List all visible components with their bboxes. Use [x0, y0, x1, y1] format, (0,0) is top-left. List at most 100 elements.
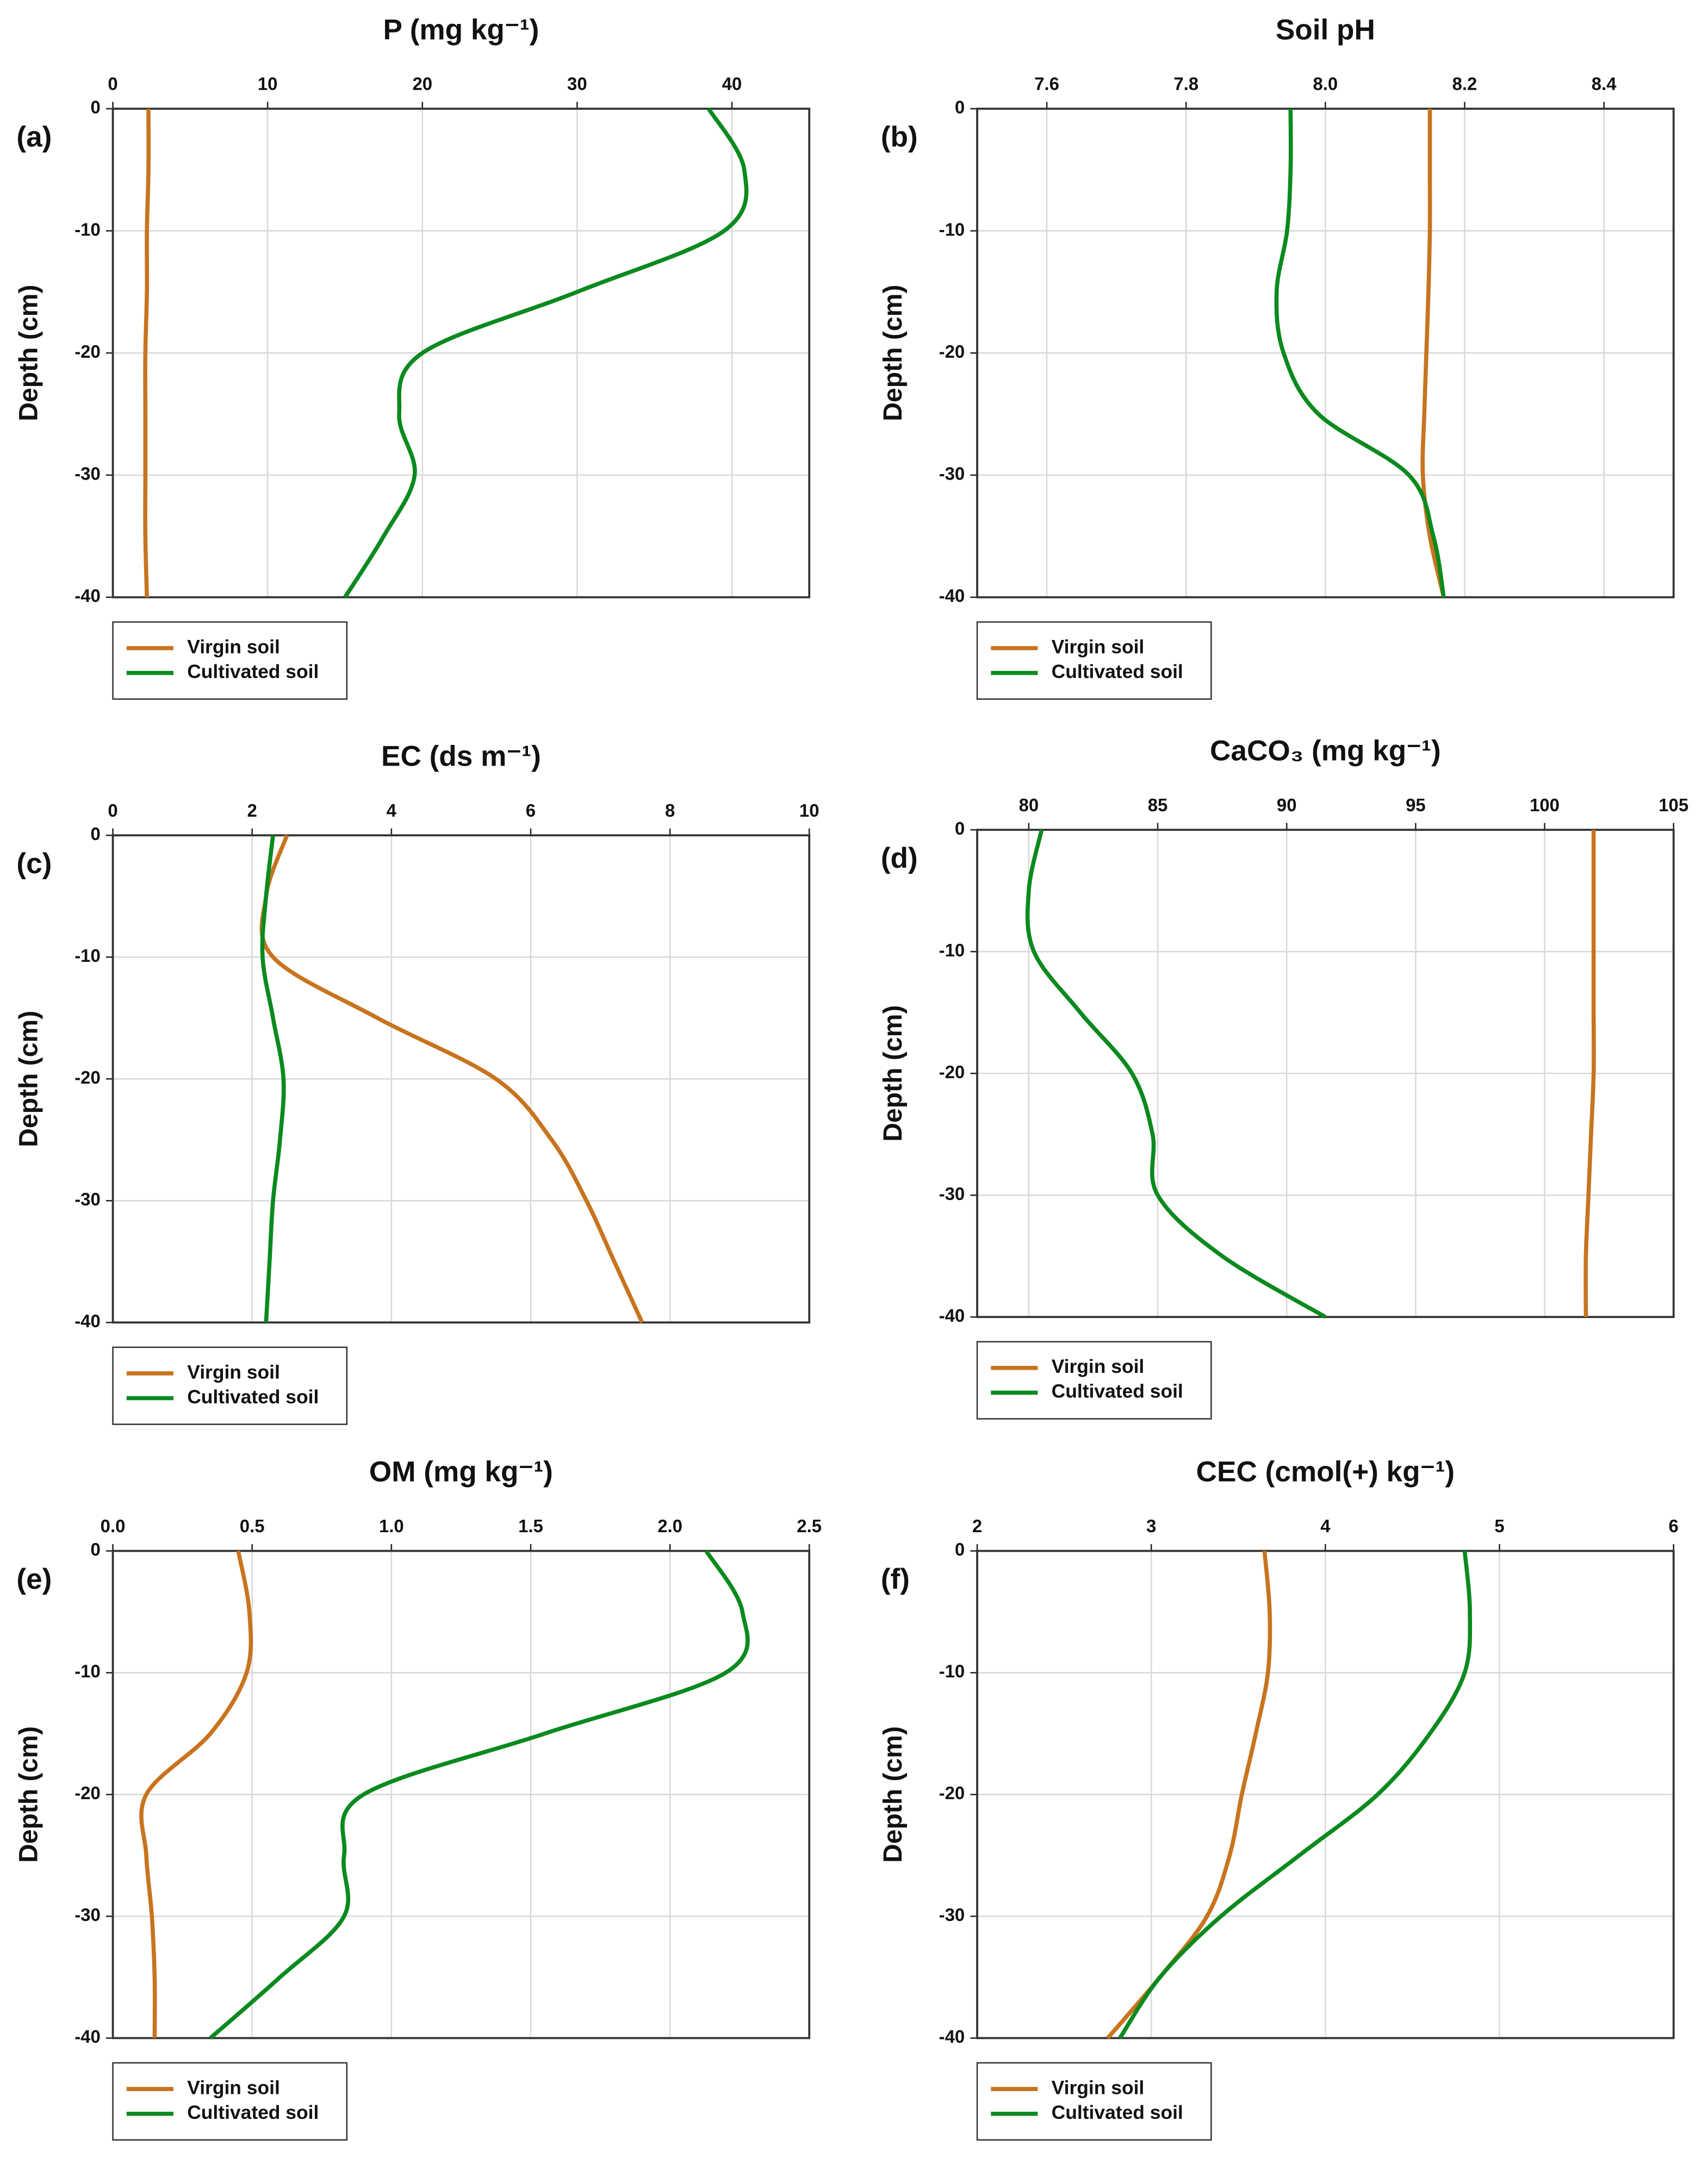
- y-tick-label: -40: [939, 586, 965, 606]
- x-tick-label: 8.2: [1452, 74, 1477, 94]
- x-tick-label: 0: [108, 74, 117, 94]
- series-line: [260, 835, 286, 1323]
- y-tick-label: -20: [939, 1783, 965, 1803]
- legend-label: Virgin soil: [1052, 1355, 1145, 1377]
- plot-frame: [111, 834, 811, 1324]
- plot-frame: [111, 1550, 811, 2039]
- legend-label: Cultivated soil: [1052, 2101, 1183, 2123]
- legend-label: Cultivated soil: [1052, 1381, 1183, 1402]
- y-tick-label: -10: [939, 1661, 965, 1681]
- y-tick-label: -30: [939, 1905, 965, 1925]
- y-tick-label: -10: [74, 1661, 101, 1681]
- x-tick-label: 8: [665, 800, 675, 820]
- x-tick-label: 0.0: [101, 1516, 126, 1536]
- panel: CEC (cmol(+) kg⁻¹) (f) Depth (cm) 2 3 4 5 6 0 -10…: [878, 1456, 1679, 2141]
- panel: CaCO₃ (mg kg⁻¹) (d) Depth (cm) 80 85 90 95 100 1…: [878, 735, 1688, 1420]
- y-axis-label: Depth (cm): [14, 1011, 43, 1147]
- y-tick-label: -30: [939, 1184, 965, 1204]
- y-tick-label: -10: [939, 940, 965, 960]
- x-tick-label: 2: [972, 1516, 982, 1536]
- y-axis-label: Depth (cm): [878, 1726, 908, 1863]
- panel: OM (mg kg⁻¹) (e) Depth (cm) 0.0 0.5 1.0 1.5 2.0…: [14, 1456, 822, 2141]
- x-tick-label: 4: [387, 800, 397, 820]
- series-line: [143, 108, 151, 598]
- y-tick-label: -10: [939, 219, 965, 239]
- chart-title: CEC (cmol(+) kg⁻¹): [1196, 1456, 1455, 1488]
- x-tick-label: 100: [1530, 795, 1560, 815]
- x-tick-label: 7.6: [1034, 74, 1059, 94]
- series-line: [209, 1550, 750, 2040]
- panel-label: (a): [16, 121, 52, 153]
- x-tick-label: 30: [567, 74, 587, 94]
- y-tick-label: -40: [939, 1305, 965, 1326]
- y-tick-label: -10: [74, 219, 101, 239]
- x-tick-label: 2: [247, 800, 257, 820]
- y-tick-label: 0: [90, 97, 100, 117]
- legend-label: Virgin soil: [1052, 636, 1145, 657]
- y-tick-label: -40: [74, 1311, 101, 1331]
- y-tick-label: 0: [955, 97, 965, 117]
- x-tick-label: 10: [799, 800, 819, 820]
- series-line: [1583, 830, 1596, 1317]
- panel-label: (b): [881, 121, 918, 153]
- x-tick-label: 105: [1659, 795, 1688, 815]
- legend-label: Virgin soil: [187, 2076, 280, 2098]
- y-tick-label: -30: [939, 464, 965, 484]
- y-tick-label: -40: [74, 2026, 101, 2047]
- y-axis-label: Depth (cm): [878, 1005, 908, 1142]
- y-axis-label: Depth (cm): [14, 1726, 43, 1863]
- chart-title: OM (mg kg⁻¹): [369, 1456, 553, 1488]
- plot-frame: [976, 1550, 1675, 2039]
- y-tick-label: 0: [955, 1539, 965, 1559]
- y-tick-label: 0: [90, 1539, 100, 1559]
- legend-box: [976, 2062, 1212, 2141]
- x-tick-label: 3: [1146, 1516, 1156, 1536]
- series-line: [139, 1550, 253, 2038]
- y-axis-label: Depth (cm): [878, 285, 908, 421]
- panel: EC (ds m⁻¹) (c) Depth (cm) 0 2 4 6 8 10 0 -10 -20 -3…: [14, 741, 819, 1425]
- y-tick-label: 0: [955, 818, 965, 838]
- panel: Soil pH (b) Depth (cm) 7.6 7.8 8.0 8.2 8.4 0 -10 -…: [878, 14, 1675, 700]
- panel-label: (d): [881, 842, 918, 874]
- y-axis-label: Depth (cm): [14, 285, 43, 421]
- panel-label: (e): [16, 1563, 52, 1595]
- x-tick-label: 10: [258, 74, 278, 94]
- x-tick-label: 0: [108, 800, 117, 820]
- series-line: [1118, 1551, 1473, 2039]
- x-tick-label: 2.0: [657, 1516, 682, 1536]
- legend-label: Cultivated soil: [187, 1386, 319, 1408]
- x-tick-label: 20: [412, 74, 432, 94]
- x-tick-label: 1.5: [518, 1516, 543, 1536]
- y-tick-label: -20: [74, 341, 101, 362]
- y-tick-label: -40: [74, 586, 101, 606]
- panel-label: (f): [881, 1563, 910, 1595]
- y-tick-label: -30: [74, 1189, 101, 1209]
- x-tick-label: 90: [1277, 795, 1297, 815]
- legend-label: Cultivated soil: [187, 661, 319, 682]
- series-line: [1025, 829, 1327, 1319]
- legend-box: [112, 2062, 348, 2141]
- x-tick-label: 40: [722, 74, 742, 94]
- panel-label: (c): [16, 848, 52, 880]
- plot-frame: [111, 108, 811, 599]
- chart-title: CaCO₃ (mg kg⁻¹): [1210, 735, 1441, 767]
- chart-title: P (mg kg⁻¹): [383, 14, 539, 46]
- x-tick-label: 7.8: [1173, 74, 1198, 94]
- plot-frame: [976, 829, 1675, 1319]
- legend-box: [976, 1341, 1212, 1420]
- x-tick-label: 6: [526, 800, 536, 820]
- x-tick-label: 8.4: [1592, 74, 1617, 94]
- legend-label: Virgin soil: [187, 1361, 280, 1383]
- legend-label: Virgin soil: [187, 636, 280, 657]
- y-tick-label: -10: [74, 946, 101, 966]
- y-tick-label: -20: [939, 1062, 965, 1082]
- y-tick-label: 0: [90, 824, 100, 844]
- legend-box: [112, 1346, 348, 1425]
- panel: P (mg kg⁻¹) (a) Depth (cm) 0 10 20 30 40 0 -10 -20…: [14, 14, 811, 700]
- x-tick-label: 6: [1669, 1516, 1679, 1536]
- chart-title: EC (ds m⁻¹): [381, 741, 541, 773]
- y-tick-label: -20: [74, 1783, 101, 1803]
- plot-frame: [976, 108, 1675, 599]
- x-tick-label: 1.0: [379, 1516, 404, 1536]
